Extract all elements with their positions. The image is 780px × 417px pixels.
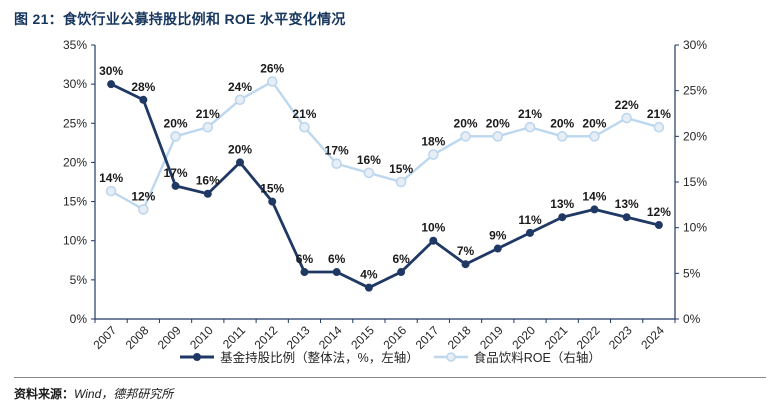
svg-text:2020: 2020 bbox=[509, 323, 538, 352]
svg-text:28%: 28% bbox=[131, 80, 155, 94]
svg-text:30%: 30% bbox=[63, 77, 87, 91]
svg-text:26%: 26% bbox=[260, 62, 284, 76]
svg-text:12%: 12% bbox=[647, 205, 671, 219]
svg-text:16%: 16% bbox=[357, 153, 381, 167]
svg-text:2018: 2018 bbox=[445, 323, 474, 352]
svg-text:2014: 2014 bbox=[316, 323, 345, 352]
svg-text:15%: 15% bbox=[63, 195, 87, 209]
svg-text:2008: 2008 bbox=[123, 323, 152, 352]
svg-text:20%: 20% bbox=[228, 142, 252, 156]
source-label: 资料来源： bbox=[14, 387, 75, 401]
svg-text:20%: 20% bbox=[582, 116, 606, 130]
svg-text:2011: 2011 bbox=[220, 323, 248, 351]
title-row: 图 21：食饮行业公募持股比例和 ROE 水平变化情况 bbox=[0, 0, 780, 29]
svg-text:15%: 15% bbox=[683, 175, 707, 189]
svg-text:30%: 30% bbox=[99, 64, 123, 78]
svg-text:2015: 2015 bbox=[348, 323, 377, 352]
svg-text:4%: 4% bbox=[360, 268, 378, 282]
source-value: Wind，德邦研究所 bbox=[74, 387, 174, 401]
svg-text:2012: 2012 bbox=[252, 323, 281, 352]
source-row: 资料来源：Wind，德邦研究所 bbox=[14, 377, 766, 402]
svg-text:15%: 15% bbox=[260, 182, 284, 196]
svg-text:10%: 10% bbox=[63, 234, 87, 248]
svg-text:20%: 20% bbox=[63, 155, 87, 169]
svg-text:2010: 2010 bbox=[187, 323, 216, 352]
svg-text:2024: 2024 bbox=[638, 323, 667, 352]
svg-text:35%: 35% bbox=[63, 38, 87, 52]
svg-text:2013: 2013 bbox=[284, 323, 313, 352]
svg-text:17%: 17% bbox=[325, 144, 349, 158]
svg-text:16%: 16% bbox=[196, 174, 220, 188]
svg-text:25%: 25% bbox=[63, 116, 87, 130]
svg-text:10%: 10% bbox=[421, 221, 445, 235]
svg-text:20%: 20% bbox=[454, 116, 478, 130]
svg-text:2016: 2016 bbox=[380, 323, 409, 352]
svg-text:18%: 18% bbox=[421, 135, 445, 149]
chart-title: 图 21：食饮行业公募持股比例和 ROE 水平变化情况 bbox=[14, 11, 346, 27]
chart-area: 0% 5% 10% 15% 20% 25% 30% 35% 0% 5% 10% 15% 20% 25% 30… bbox=[0, 31, 780, 373]
svg-text:21%: 21% bbox=[292, 107, 316, 121]
svg-text:20%: 20% bbox=[683, 129, 707, 143]
svg-text:2019: 2019 bbox=[477, 323, 506, 352]
svg-text:20%: 20% bbox=[550, 116, 574, 130]
svg-text:0%: 0% bbox=[70, 312, 88, 326]
svg-text:20%: 20% bbox=[486, 116, 510, 130]
svg-text:15%: 15% bbox=[389, 162, 413, 176]
svg-text:21%: 21% bbox=[647, 107, 671, 121]
svg-text:14%: 14% bbox=[99, 171, 123, 185]
svg-text:20%: 20% bbox=[164, 116, 188, 130]
svg-text:24%: 24% bbox=[228, 80, 252, 94]
svg-text:7%: 7% bbox=[457, 244, 475, 258]
svg-text:5%: 5% bbox=[70, 273, 88, 287]
svg-text:10%: 10% bbox=[683, 221, 707, 235]
svg-text:17%: 17% bbox=[164, 166, 188, 180]
svg-text:2007: 2007 bbox=[90, 323, 119, 352]
svg-text:21%: 21% bbox=[196, 107, 220, 121]
svg-text:2021: 2021 bbox=[542, 323, 571, 352]
svg-text:6%: 6% bbox=[328, 252, 346, 266]
svg-text:2009: 2009 bbox=[155, 323, 184, 352]
svg-text:5%: 5% bbox=[683, 266, 701, 280]
svg-text:13%: 13% bbox=[550, 197, 574, 211]
svg-text:25%: 25% bbox=[683, 84, 707, 98]
svg-text:14%: 14% bbox=[582, 189, 606, 203]
svg-text:6%: 6% bbox=[392, 252, 410, 266]
svg-text:0%: 0% bbox=[683, 312, 701, 326]
svg-text:2017: 2017 bbox=[413, 323, 442, 352]
svg-text:12%: 12% bbox=[131, 189, 155, 203]
svg-text:21%: 21% bbox=[518, 107, 542, 121]
svg-text:30%: 30% bbox=[683, 38, 707, 52]
holdings-roe-line-chart: 0% 5% 10% 15% 20% 25% 30% 35% 0% 5% 10% 15% 20% 25% 30… bbox=[63, 38, 707, 352]
svg-text:11%: 11% bbox=[518, 213, 542, 227]
svg-text:2022: 2022 bbox=[574, 323, 603, 352]
svg-text:6%: 6% bbox=[296, 252, 314, 266]
svg-text:22%: 22% bbox=[615, 98, 639, 112]
svg-text:13%: 13% bbox=[615, 197, 639, 211]
svg-text:9%: 9% bbox=[489, 229, 507, 243]
svg-text:2023: 2023 bbox=[606, 323, 635, 352]
